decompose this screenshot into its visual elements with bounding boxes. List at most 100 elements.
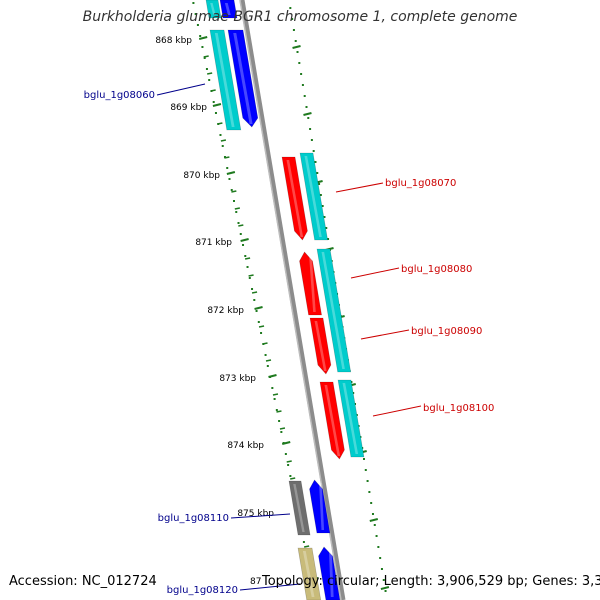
scale-tick	[254, 306, 263, 310]
cds-band	[209, 29, 242, 131]
scale-minor-tick	[279, 427, 286, 430]
gene-leader-line	[156, 83, 206, 96]
scale-tick	[303, 112, 312, 116]
scale-dot	[362, 458, 365, 460]
chromosome-backbone	[239, 0, 346, 600]
scale-dot	[325, 227, 328, 229]
cds-band	[299, 152, 328, 241]
scale-dot	[379, 557, 382, 559]
scale-dot	[382, 579, 385, 581]
scale-dot	[230, 189, 233, 191]
forward-gene	[219, 0, 238, 19]
scale-dot	[255, 310, 258, 312]
reverse-gene-bglu_1g08070-shade	[286, 160, 304, 237]
reverse-gene-bglu_1g08100	[319, 381, 345, 460]
scale-dot	[264, 354, 267, 356]
scale-tick	[226, 171, 236, 175]
scale-dot	[266, 365, 269, 367]
scale-dot	[307, 117, 310, 119]
scale-dot	[212, 101, 215, 103]
scale-dot	[301, 84, 304, 86]
scale-dot	[305, 106, 308, 108]
scale-minor-tick	[220, 139, 227, 142]
scale-tick	[240, 238, 249, 242]
scale-minor-tick	[231, 190, 237, 193]
scale-tick-label: 872 kbp	[207, 306, 244, 316]
forward-gene-bglu_1g08110	[309, 479, 331, 534]
scale-tick	[268, 374, 277, 378]
other-gene-shade	[293, 484, 305, 532]
other-gene	[288, 480, 311, 536]
scale-dot	[248, 277, 251, 279]
scale-dot	[199, 35, 202, 37]
scale-dot	[260, 332, 263, 334]
scale-dot	[289, 7, 292, 9]
genome-stats: Topology: circular; Length: 3,906,529 bp…	[262, 574, 600, 589]
scale-dot	[226, 167, 229, 169]
scale-minor-tick	[248, 274, 254, 277]
scale-minor-tick	[238, 224, 244, 227]
forward-gene-shade	[224, 3, 231, 15]
scale-minor-tick	[303, 545, 310, 548]
scale-dot	[384, 590, 387, 592]
scale-dot	[244, 255, 247, 257]
scale-dot	[310, 139, 313, 141]
scale-dot	[321, 205, 324, 207]
scale-dot	[192, 2, 195, 4]
scale-minor-tick	[262, 342, 268, 345]
gene-label-bglu_1g08120: bglu_1g08120	[167, 585, 238, 596]
scale-dot	[208, 79, 211, 81]
scale-dot	[350, 381, 353, 383]
scale-tick-label: 873 kbp	[219, 374, 256, 384]
reverse-gene-bglu_1g08080-shade	[309, 255, 316, 312]
scale-dot	[352, 392, 355, 394]
gene-label-bglu_1g08070: bglu_1g08070	[385, 178, 456, 189]
scale-dot	[309, 128, 312, 130]
scale-tick-label: 87	[250, 577, 261, 587]
scale-dot	[314, 161, 317, 163]
scale-dot	[221, 145, 224, 147]
scale-dot	[318, 183, 321, 185]
scale-tick-label: 869 kbp	[170, 103, 207, 113]
misc-feature	[297, 547, 322, 600]
scale-dot	[273, 398, 276, 400]
accession-label: Accession: NC_012724	[9, 574, 157, 589]
scale-tick-label: 871 kbp	[195, 238, 232, 248]
scale-dot	[323, 216, 326, 218]
scale-dot	[366, 480, 369, 482]
scale-dot	[239, 233, 242, 235]
scale-minor-tick	[272, 393, 279, 396]
scale-tick	[198, 36, 208, 40]
cds-band	[337, 379, 365, 458]
scale-dot	[223, 156, 226, 158]
scale-dot	[251, 288, 254, 290]
gene-label-bglu_1g08110: bglu_1g08110	[158, 513, 229, 524]
scale-dot	[375, 535, 378, 537]
reverse-gene-bglu_1g08080	[299, 251, 322, 316]
scale-dot	[370, 502, 373, 504]
scale-dot	[291, 18, 294, 20]
scale-dot	[287, 464, 290, 466]
cds-band	[316, 248, 352, 373]
scale-minor-tick	[203, 55, 209, 58]
misc-feature-shade	[302, 551, 315, 597]
cds-band-shade	[342, 383, 359, 454]
forward-gene-bglu_1g08060-shade	[233, 33, 253, 124]
scale-dot	[278, 420, 281, 422]
scale-minor-tick	[251, 291, 258, 294]
scale-tick	[281, 441, 291, 445]
reverse-gene-bglu_1g08090	[309, 317, 332, 375]
scale-dot	[327, 238, 330, 240]
gene-label-bglu_1g08060: bglu_1g08060	[84, 90, 155, 101]
scale-dot	[201, 46, 204, 48]
map-title: Burkholderia glumae BGR1 chromosome 1, c…	[82, 9, 518, 25]
scale-dot	[380, 568, 383, 570]
scale-dot	[219, 134, 222, 136]
scale-dot	[246, 266, 249, 268]
forward-gene-bglu_1g08110-shade	[319, 483, 325, 530]
cds-band-shade	[321, 252, 345, 369]
scale-dot	[316, 172, 319, 174]
scale-dot	[368, 491, 371, 493]
scale-dot	[203, 57, 206, 59]
